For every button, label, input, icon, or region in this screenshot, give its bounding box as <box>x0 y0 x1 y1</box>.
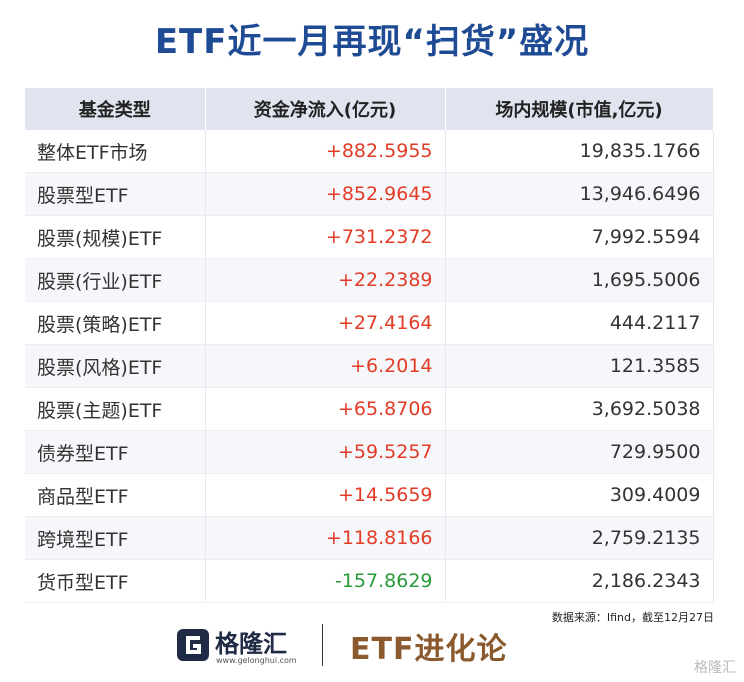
column-header: 资金净流入(亿元) <box>205 88 446 130</box>
net-inflow: +882.5955 <box>205 130 446 173</box>
divider <box>322 624 323 666</box>
market-size: 1,695.5006 <box>445 258 714 302</box>
net-inflow: +14.5659 <box>205 473 446 517</box>
fund-type: 股票(行业)ETF <box>25 258 206 302</box>
column-header: 场内规模(市值,亿元) <box>445 88 714 130</box>
market-size: 309.4009 <box>445 473 714 517</box>
net-inflow: +22.2389 <box>205 258 446 302</box>
fund-type: 货币型ETF <box>25 559 206 603</box>
table-row: 股票(主题)ETF +65.8706 3,692.5038 <box>25 387 714 431</box>
net-inflow: +59.5257 <box>205 430 446 474</box>
logo-icon <box>177 629 209 661</box>
table-row: 商品型ETF +14.5659 309.4009 <box>25 473 714 517</box>
fund-type: 股票(策略)ETF <box>25 301 206 345</box>
fund-type: 股票(风格)ETF <box>25 344 206 388</box>
table-row: 股票型ETF +852.9645 13,946.6496 <box>25 172 714 216</box>
column-header: 基金类型 <box>25 88 206 130</box>
table-row: 股票(风格)ETF +6.2014 121.3585 <box>25 344 714 388</box>
market-size: 3,692.5038 <box>445 387 714 431</box>
title: ETF近一月再现“扫货”盛况 <box>154 22 590 62</box>
header-row: 基金类型 资金净流入(亿元) 场内规模(市值,亿元) <box>25 88 714 130</box>
net-inflow: +6.2014 <box>205 344 446 388</box>
market-size: 2,186.2343 <box>445 559 714 603</box>
fund-type: 跨境型ETF <box>25 516 206 560</box>
brand: ETF进化论 <box>350 632 508 667</box>
logo-name: 格隆汇 <box>215 630 287 658</box>
table-row: 债券型ETF +59.5257 729.9500 <box>25 430 714 474</box>
net-inflow: +27.4164 <box>205 301 446 345</box>
table-row: 股票(策略)ETF +27.4164 444.2117 <box>25 301 714 345</box>
market-size: 7,992.5594 <box>445 215 714 259</box>
net-inflow: -157.8629 <box>205 559 446 603</box>
table-body: 整体ETF市场 +882.5955 19,835.1766 股票型ETF +852.96… <box>25 130 714 603</box>
market-size: 729.9500 <box>445 430 714 474</box>
fund-type: 商品型ETF <box>25 473 206 517</box>
table-row: 货币型ETF -157.8629 2,186.2343 <box>25 559 714 603</box>
table-row: 整体ETF市场 +882.5955 19,835.1766 <box>25 130 714 173</box>
market-size: 121.3585 <box>445 344 714 388</box>
net-inflow: +852.9645 <box>205 172 446 216</box>
data-table: 基金类型 资金净流入(亿元) 场内规模(市值,亿元) 整体ETF市场 +882.595… <box>25 88 714 603</box>
watermark: 格隆汇 <box>694 660 736 676</box>
net-inflow: +118.8166 <box>205 516 446 560</box>
market-size: 2,759.2135 <box>445 516 714 560</box>
fund-type: 整体ETF市场 <box>25 130 206 173</box>
logo-url: www.gelonghui.com <box>216 656 297 665</box>
net-inflow: +731.2372 <box>205 215 446 259</box>
table-row: 跨境型ETF +118.8166 2,759.2135 <box>25 516 714 560</box>
market-size: 19,835.1766 <box>445 130 714 173</box>
fund-type: 债券型ETF <box>25 430 206 474</box>
net-inflow: +65.8706 <box>205 387 446 431</box>
fund-type: 股票型ETF <box>25 172 206 216</box>
table-row: 股票(行业)ETF +22.2389 1,695.5006 <box>25 258 714 302</box>
fund-type: 股票(主题)ETF <box>25 387 206 431</box>
fund-type: 股票(规模)ETF <box>25 215 206 259</box>
table-row: 股票(规模)ETF +731.2372 7,992.5594 <box>25 215 714 259</box>
market-size: 13,946.6496 <box>445 172 714 216</box>
market-size: 444.2117 <box>445 301 714 345</box>
source-note: 数据来源：Ifind，截至12月27日 <box>551 611 714 624</box>
